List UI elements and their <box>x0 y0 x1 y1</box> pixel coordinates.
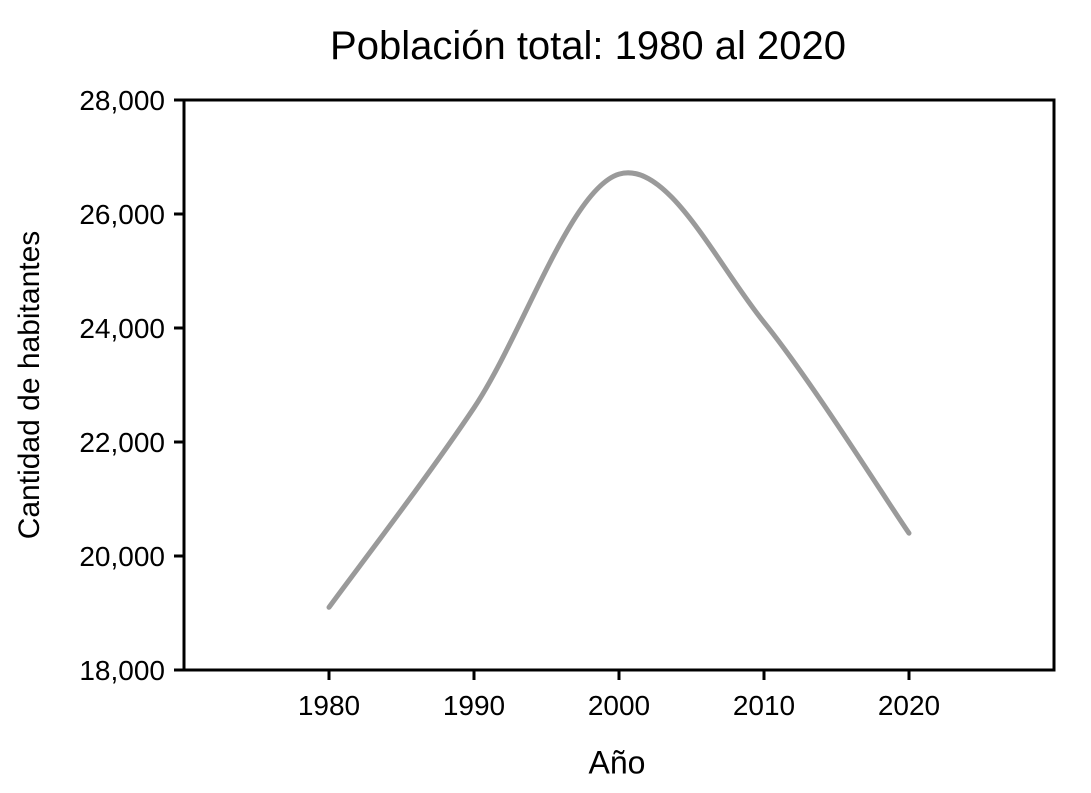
y-tick-label: 26,000 <box>79 199 165 230</box>
x-tick-label: 2010 <box>733 690 795 721</box>
plot-frame <box>182 98 1056 672</box>
x-tick-label: 2000 <box>588 690 650 721</box>
y-tick-label: 18,000 <box>79 655 165 686</box>
x-tick-label: 2020 <box>878 690 940 721</box>
y-tick-label: 22,000 <box>79 427 165 458</box>
y-tick-label: 20,000 <box>79 541 165 572</box>
x-tick-label: 1990 <box>443 690 505 721</box>
x-axis-label: Año <box>588 744 646 781</box>
chart-title: Población total: 1980 al 2020 <box>330 24 846 68</box>
y-tick-label: 24,000 <box>79 313 165 344</box>
y-tick-label: 28,000 <box>79 85 165 116</box>
population-line <box>326 170 912 610</box>
x-tick-label: 1980 <box>298 690 360 721</box>
